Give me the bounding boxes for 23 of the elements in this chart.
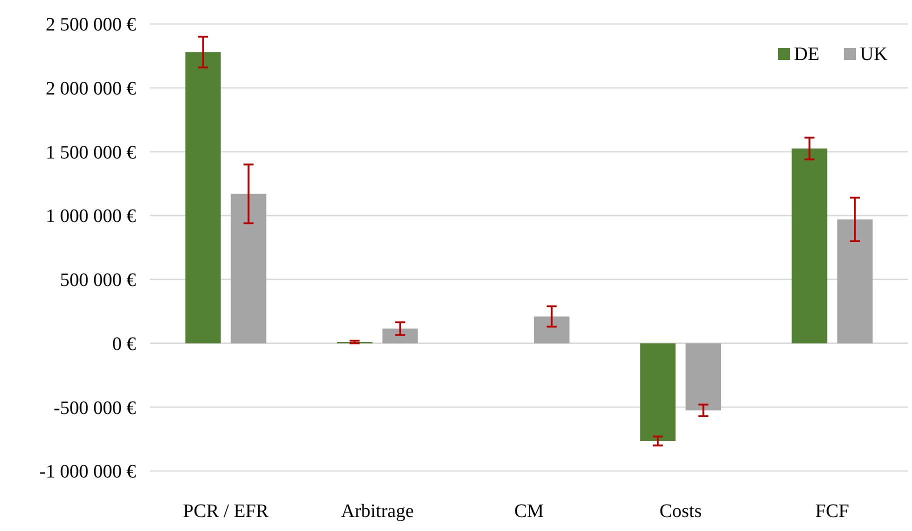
y-tick-label: -1 000 000 €	[39, 462, 136, 483]
bar	[640, 343, 676, 441]
bar	[837, 219, 873, 344]
y-tick-label: 500 000 €	[60, 270, 136, 292]
bar	[534, 316, 570, 344]
y-tick-label: -500 000 €	[54, 398, 136, 419]
bar	[792, 148, 828, 344]
x-tick-label: CM	[514, 501, 544, 522]
bar	[230, 194, 266, 344]
y-tick-label: 1 500 000 €	[46, 142, 136, 164]
y-tick-label: 1 000 000 €	[46, 206, 136, 228]
bar	[185, 52, 221, 344]
bar	[686, 343, 722, 410]
y-tick-label: 0 €	[112, 334, 136, 355]
x-tick-label: PCR / EFR	[183, 501, 269, 522]
x-tick-label: Arbitrage	[340, 501, 414, 522]
legend-label: DE	[794, 44, 820, 65]
x-tick-label: Costs	[659, 501, 702, 522]
y-tick-label: 2 500 000 €	[46, 14, 136, 36]
y-tick-label: 2 000 000 €	[46, 78, 136, 100]
legend-label: UK	[860, 44, 888, 65]
bar	[382, 328, 418, 344]
x-tick-label: FCF	[815, 501, 850, 522]
